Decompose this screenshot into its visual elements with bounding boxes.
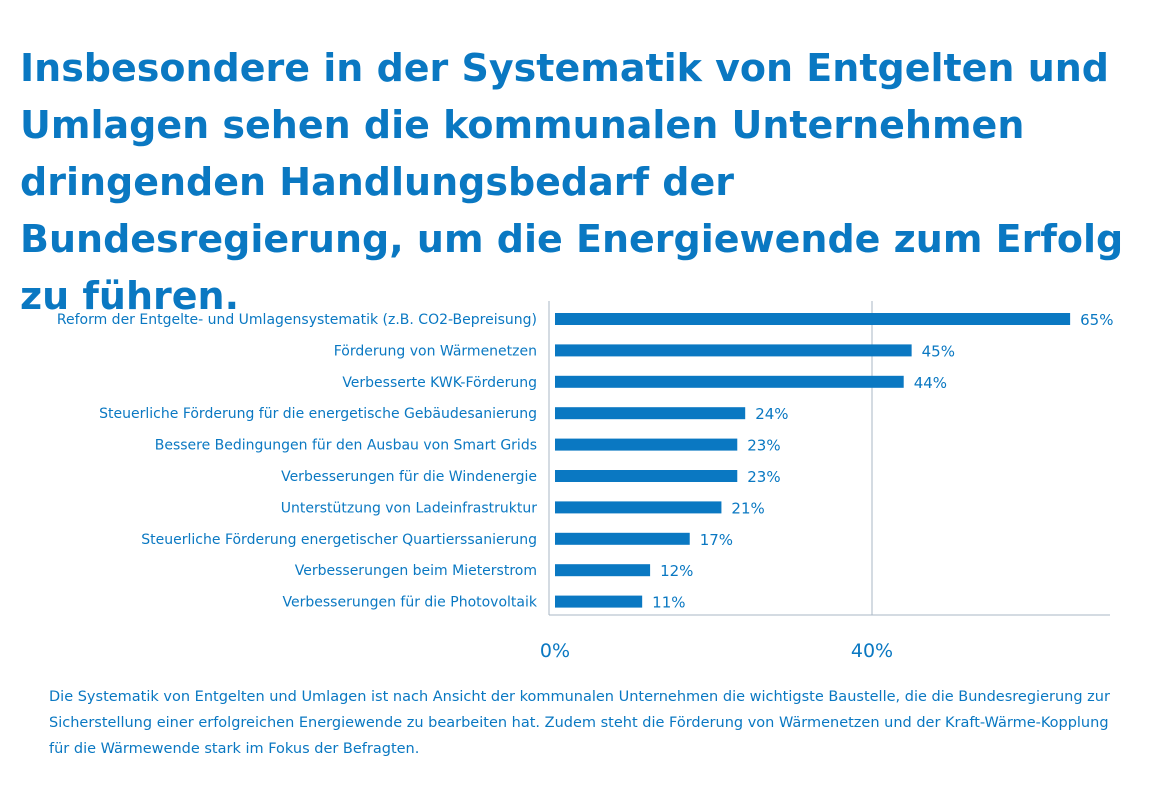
data-label: 11% — [652, 594, 685, 612]
data-label: 23% — [747, 437, 780, 455]
bar — [555, 375, 904, 388]
bar — [555, 564, 651, 577]
bar — [555, 595, 643, 608]
bar-chart: Reform der Entgelte- und Umlagensystemat… — [57, 301, 1113, 662]
chart-area: Reform der Entgelte- und Umlagensystemat… — [0, 290, 1157, 670]
bar — [555, 313, 1071, 325]
bar — [555, 501, 722, 514]
category-label: Reform der Entgelte- und Umlagensystemat… — [57, 312, 537, 328]
bar — [555, 438, 738, 451]
data-label: 45% — [922, 342, 955, 360]
x-tick-label: 40% — [851, 640, 893, 662]
category-label: Förderung von Wärmenetzen — [334, 343, 537, 359]
headline: Insbesondere in der Systematik von Entge… — [20, 46, 1124, 318]
category-label: Steuerliche Förderung energetischer Quar… — [141, 532, 537, 548]
x-tick-label: 0% — [540, 640, 570, 662]
bar — [555, 532, 690, 545]
bar — [555, 407, 746, 420]
data-label: 44% — [914, 374, 947, 392]
data-label: 65% — [1080, 311, 1113, 329]
category-label: Verbesserte KWK-Förderung — [342, 375, 537, 391]
data-label: 12% — [660, 562, 693, 580]
bar — [555, 470, 738, 482]
data-label: 17% — [700, 531, 733, 549]
category-label: Verbesserungen für die Photovoltaik — [283, 595, 538, 611]
category-label: Steuerliche Förderung für die energetisc… — [99, 406, 537, 422]
bar — [555, 344, 912, 357]
data-label: 23% — [747, 468, 780, 486]
data-label: 21% — [731, 499, 764, 517]
category-label: Verbesserungen beim Mieterstrom — [295, 563, 537, 579]
caption: Die Systematik von Entgelten und Umlagen… — [49, 689, 1110, 757]
data-label: 24% — [755, 405, 788, 423]
category-label: Unterstützung von Ladeinfrastruktur — [281, 500, 538, 516]
category-label: Verbesserungen für die Windenergie — [281, 469, 537, 485]
category-label: Bessere Bedingungen für den Ausbau von S… — [155, 438, 537, 454]
